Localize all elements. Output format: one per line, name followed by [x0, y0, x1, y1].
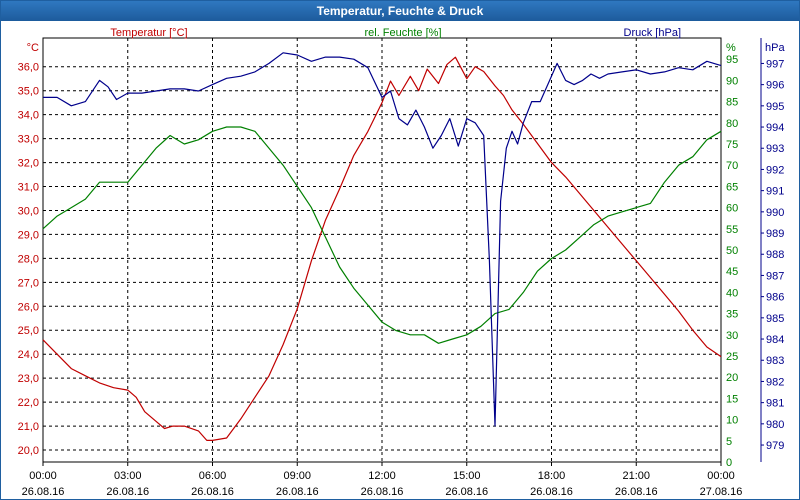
x-tick-label-time: 12:00: [368, 470, 396, 482]
humidity-tick-label: 80: [726, 118, 738, 130]
pressure-tick-label: 985: [766, 313, 784, 325]
humidity-tick-label: 30: [726, 330, 738, 342]
pressure-unit-label: hPa: [765, 42, 785, 54]
pressure-tick-label: 982: [766, 376, 784, 388]
legend-label-pressure: Druck [hPa]: [624, 27, 681, 39]
pressure-tick-label: 983: [766, 355, 784, 367]
humidity-tick-label: 10: [726, 415, 738, 427]
x-tick-label-date: 26.08.16: [530, 486, 573, 498]
series-line-pressure: [43, 52, 722, 427]
humidity-tick-label: 0: [726, 457, 732, 469]
humidity-tick-label: 45: [726, 266, 738, 278]
pressure-tick-label: 994: [766, 122, 784, 134]
series-line-humidity: [42, 126, 722, 344]
temperature-tick-label: 33,0: [18, 134, 39, 146]
temperature-tick-label: 34,0: [18, 110, 39, 122]
humidity-tick-label: 55: [726, 224, 738, 236]
temperature-tick-label: 36,0: [18, 62, 39, 74]
temperature-tick-label: 26,0: [18, 301, 39, 313]
humidity-tick-label: 70: [726, 160, 738, 172]
x-tick-label-date: 26.08.16: [615, 486, 658, 498]
temperature-tick-label: 32,0: [18, 158, 39, 170]
x-tick-label-date: 26.08.16: [191, 486, 234, 498]
humidity-unit-label: %: [726, 42, 736, 54]
window-title: Temperatur, Feuchte & Druck: [1, 1, 799, 21]
temperature-tick-label: 20,0: [18, 445, 39, 457]
axis-labels: 00:00 26.08.16 03:00 26.08.16 06:00 26.08.16 0…: [18, 27, 786, 498]
temperature-tick-label: 22,0: [18, 397, 39, 409]
pressure-tick-label: 993: [766, 143, 784, 155]
pressure-tick-label: 989: [766, 228, 784, 240]
humidity-tick-label: 50: [726, 245, 738, 257]
pressure-tick-label: 991: [766, 186, 784, 198]
pressure-tick-label: 995: [766, 101, 784, 113]
series-line-temperature: [42, 56, 722, 441]
temperature-tick-label: 31,0: [18, 182, 39, 194]
x-tick-label-date: 26.08.16: [106, 486, 149, 498]
x-tick-label-date: 26.08.16: [361, 486, 404, 498]
x-tick-label-time: 15:00: [453, 470, 481, 482]
x-tick-label-date: 26.08.16: [445, 486, 488, 498]
humidity-tick-label: 75: [726, 139, 738, 151]
pressure-tick-label: 980: [766, 419, 784, 431]
humidity-tick-label: 40: [726, 287, 738, 299]
pressure-tick-label: 981: [766, 398, 784, 410]
pressure-tick-label: 986: [766, 292, 784, 304]
x-tick-label-time: 18:00: [538, 470, 566, 482]
pressure-tick-label: 990: [766, 207, 784, 219]
pressure-tick-label: 988: [766, 249, 784, 261]
legend-label-humidity: rel. Feuchte [%]: [364, 27, 441, 39]
humidity-tick-label: 95: [726, 54, 738, 66]
line-chart: 00:00 26.08.16 03:00 26.08.16 06:00 26.08.16 0…: [18, 27, 786, 498]
pressure-tick-label: 979: [766, 440, 784, 452]
pressure-tick-label: 987: [766, 270, 784, 282]
pressure-tick-label: 984: [766, 334, 784, 346]
temperature-tick-label: 24,0: [18, 349, 39, 361]
x-tick-label-date: 26.08.16: [276, 486, 319, 498]
temperature-tick-label: 25,0: [18, 325, 39, 337]
x-tick-label-time: 06:00: [199, 470, 227, 482]
temperature-tick-label: 21,0: [18, 421, 39, 433]
x-tick-label-time: 03:00: [114, 470, 142, 482]
pressure-tick-label: 997: [766, 58, 784, 70]
x-tick-label-time: 21:00: [622, 470, 650, 482]
humidity-tick-label: 85: [726, 97, 738, 109]
humidity-tick-label: 60: [726, 203, 738, 215]
temperature-tick-label: 30,0: [18, 205, 39, 217]
temperature-unit-label: °C: [27, 42, 39, 54]
pressure-tick-label: 996: [766, 80, 784, 92]
humidity-tick-label: 90: [726, 75, 738, 87]
humidity-tick-label: 15: [726, 393, 738, 405]
series-layer: [42, 52, 722, 441]
temperature-tick-label: 27,0: [18, 277, 39, 289]
temperature-tick-label: 28,0: [18, 253, 39, 265]
humidity-tick-label: 25: [726, 351, 738, 363]
plot-frame: [42, 37, 764, 466]
x-tick-label-date: 26.08.16: [22, 486, 65, 498]
humidity-tick-label: 20: [726, 372, 738, 384]
humidity-tick-label: 35: [726, 309, 738, 321]
humidity-tick-label: 5: [726, 436, 732, 448]
pressure-tick-label: 992: [766, 164, 784, 176]
grid: [43, 38, 721, 462]
temperature-tick-label: 23,0: [18, 373, 39, 385]
legend-label-temperature: Temperatur [°C]: [110, 27, 187, 39]
x-tick-label-date: 27.08.16: [700, 486, 743, 498]
x-tick-label-time: 09:00: [283, 470, 311, 482]
temperature-tick-label: 29,0: [18, 229, 39, 241]
x-tick-label-time: 00:00: [707, 470, 735, 482]
temperature-tick-label: 35,0: [18, 86, 39, 98]
humidity-tick-label: 65: [726, 181, 738, 193]
x-tick-label-time: 00:00: [29, 470, 57, 482]
